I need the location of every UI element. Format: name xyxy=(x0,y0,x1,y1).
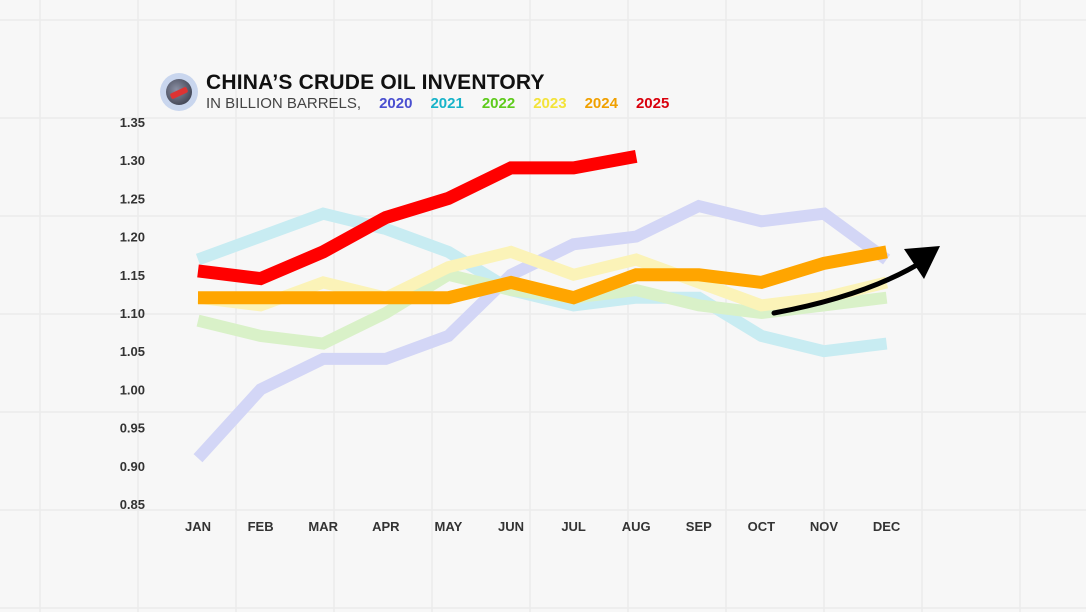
y-tick-label: 0.95 xyxy=(120,421,145,436)
legend-item-2024: 2024 xyxy=(584,95,618,112)
series-line-2024 xyxy=(198,245,888,305)
x-tick-label: FEB xyxy=(248,519,274,534)
x-tick-label: APR xyxy=(372,519,400,534)
legend-item-2021: 2021 xyxy=(430,95,464,112)
y-tick-label: 1.30 xyxy=(120,153,145,168)
y-tick-label: 1.00 xyxy=(120,382,145,397)
trend-arrow-head xyxy=(904,246,940,279)
y-tick-label: 1.25 xyxy=(120,191,145,206)
x-tick-label: JUN xyxy=(498,519,524,534)
y-tick-label: 0.85 xyxy=(120,497,145,512)
x-tick-label: MAY xyxy=(435,519,463,534)
x-tick-label: SEP xyxy=(686,519,712,534)
y-tick-label: 1.10 xyxy=(120,306,145,321)
x-tick-label: NOV xyxy=(810,519,839,534)
x-tick-label: OCT xyxy=(748,519,776,534)
y-tick-label: 1.05 xyxy=(120,344,145,359)
chart-header: CHINA’S CRUDE OIL INVENTORY IN BILLION B… xyxy=(160,72,687,111)
series-line-2025 xyxy=(197,149,638,286)
trend-arrow-line xyxy=(771,257,928,316)
legend-row: IN BILLION BARRELS, 2020 2021 2022 2023 2024… xyxy=(206,96,687,111)
y-tick-label: 0.90 xyxy=(120,459,145,474)
x-tick-label: JAN xyxy=(185,519,211,534)
chart-title: CHINA’S CRUDE OIL INVENTORY xyxy=(206,71,545,94)
chart-subtitle: IN BILLION BARRELS, xyxy=(206,95,362,112)
y-tick-label: 1.20 xyxy=(120,230,145,245)
legend: 2020 2021 2022 2023 2024 2025 xyxy=(379,96,687,111)
x-tick-label: MAR xyxy=(308,519,338,534)
legend-item-2025: 2025 xyxy=(635,95,670,112)
legend-item-2020: 2020 xyxy=(379,95,413,112)
series-line-2020 xyxy=(193,199,891,463)
globe-oil-icon xyxy=(160,72,198,111)
x-tick-label: AUG xyxy=(622,519,651,534)
y-tick-label: 1.35 xyxy=(120,115,145,130)
y-tick-label: 1.15 xyxy=(120,268,145,283)
legend-item-2023: 2023 xyxy=(533,95,567,112)
legend-item-2022: 2022 xyxy=(481,95,516,112)
x-tick-label: JUL xyxy=(561,519,586,534)
series-line-2023 xyxy=(197,245,889,312)
x-tick-label: DEC xyxy=(873,519,901,534)
